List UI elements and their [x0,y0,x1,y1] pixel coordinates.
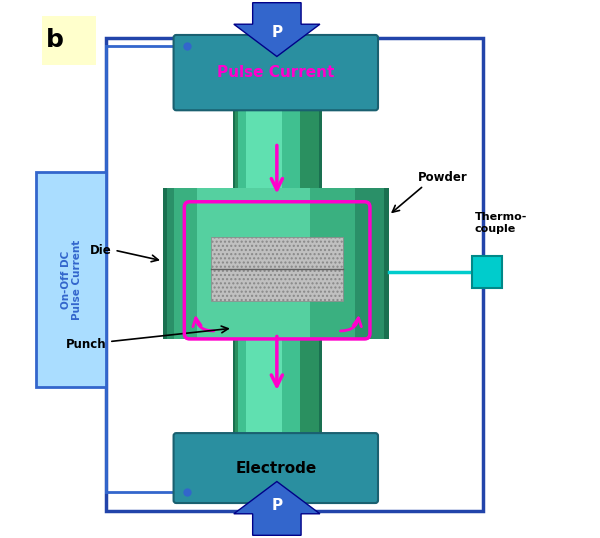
Bar [238,102,300,436]
Text: Thermo-
couple: Thermo- couple [475,213,527,234]
Text: Pulse Current: Pulse Current [217,65,334,80]
FancyBboxPatch shape [173,433,378,503]
Text: Powder: Powder [418,171,468,184]
Text: b: b [46,29,64,52]
Bar [106,38,483,511]
Text: Punch: Punch [65,338,106,351]
Bar [246,102,281,436]
Bar [233,102,322,436]
Text: Die: Die [90,244,112,257]
Text: On-Off DC
Pulse Current: On-Off DC Pulse Current [61,239,82,320]
Text: P: P [271,25,283,40]
FancyBboxPatch shape [173,35,378,110]
Bar [197,188,310,339]
Bar [211,237,343,301]
Bar [167,188,384,339]
Bar [235,102,319,436]
Bar [37,172,106,387]
Text: Electrode: Electrode [235,461,316,476]
Text: P: P [271,498,283,513]
Bar [42,16,95,65]
Bar [174,188,355,339]
Polygon shape [234,482,320,535]
Bar [163,188,389,339]
Polygon shape [234,3,320,56]
Bar [472,256,502,288]
